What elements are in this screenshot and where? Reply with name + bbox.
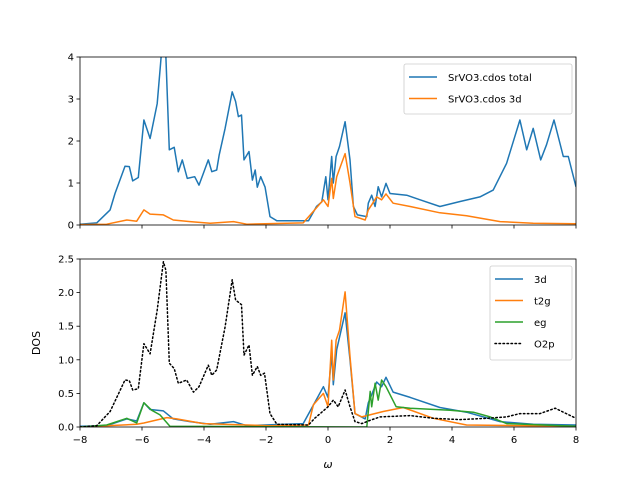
x-tick-label: 0 [325, 435, 331, 446]
legend: 3d t2g eg O2p [489, 265, 573, 361]
x-tick-label: −6 [135, 435, 150, 446]
legend-label: 3d [534, 275, 547, 286]
y-axis-label: DOS [30, 331, 43, 355]
y-tick-label: 0.5 [58, 389, 74, 400]
series-line-srvo3-cdos-total [80, 57, 576, 225]
x-axis-label: ω [323, 458, 332, 471]
bottom-panel: −8 −6 −4 −2 0 2 4 6 8 0.0 0.5 1.0 1.5 2.0 2.5 3d t2g eg O2… [58, 255, 579, 447]
legend-box [489, 265, 573, 361]
y-tick-label: 2 [68, 137, 74, 148]
y-tick-label: 0.0 [58, 423, 74, 434]
legend-label: SrVO3.cdos total [448, 73, 532, 84]
top-panel: 0 1 2 3 4 SrVO3.cdos total SrVO3.cdos 3d [68, 53, 577, 232]
legend-label: t2g [534, 297, 551, 308]
y-tick-label: 2.5 [58, 255, 74, 266]
legend-label: O2p [534, 340, 555, 351]
series-line-t2g [80, 291, 576, 427]
x-tick-label: 8 [573, 435, 579, 446]
series-line-o2p [80, 260, 576, 427]
x-tick-label: −2 [259, 435, 274, 446]
x-tick-label: −4 [197, 435, 212, 446]
legend: SrVO3.cdos total SrVO3.cdos 3d [403, 63, 573, 115]
legend-box [403, 63, 573, 115]
y-tick-label: 1 [68, 179, 74, 190]
y-tick-label: 3 [68, 95, 74, 106]
y-tick-label: 1.0 [58, 355, 74, 366]
x-tick-label: 2 [387, 435, 393, 446]
x-tick-label: 4 [449, 435, 455, 446]
y-tick-label: 4 [68, 53, 74, 64]
series-group [80, 57, 576, 225]
x-tick-label: −8 [73, 435, 88, 446]
y-tick-label: 1.5 [58, 322, 74, 333]
x-tick-label: 6 [511, 435, 517, 446]
series-group [80, 260, 576, 427]
series-line-3d [80, 312, 576, 427]
series-line-eg [80, 379, 576, 427]
legend-label: SrVO3.cdos 3d [448, 95, 522, 106]
series-line-srvo3-cdos-3d [80, 152, 576, 225]
legend-label: eg [534, 318, 547, 329]
y-tick-label: 0 [68, 221, 74, 232]
y-tick-label: 2.0 [58, 288, 74, 299]
